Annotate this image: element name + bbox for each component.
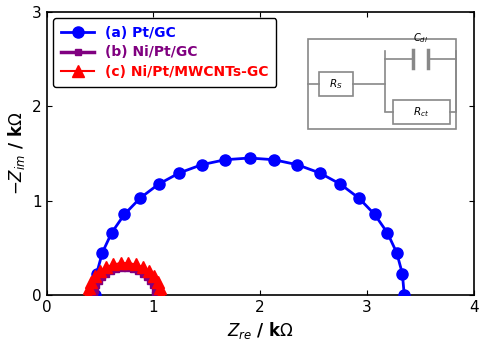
Legend: (a) Pt/GC, (b) Ni/Pt/GC, (c) Ni/Pt/MWCNTs-GC: (a) Pt/GC, (b) Ni/Pt/GC, (c) Ni/Pt/MWCNT… — [53, 18, 276, 86]
Y-axis label: $-Z_{im}$ / k$\Omega$: $-Z_{im}$ / k$\Omega$ — [5, 112, 27, 195]
X-axis label: $Z_{re}$ / k$\Omega$: $Z_{re}$ / k$\Omega$ — [227, 320, 294, 341]
